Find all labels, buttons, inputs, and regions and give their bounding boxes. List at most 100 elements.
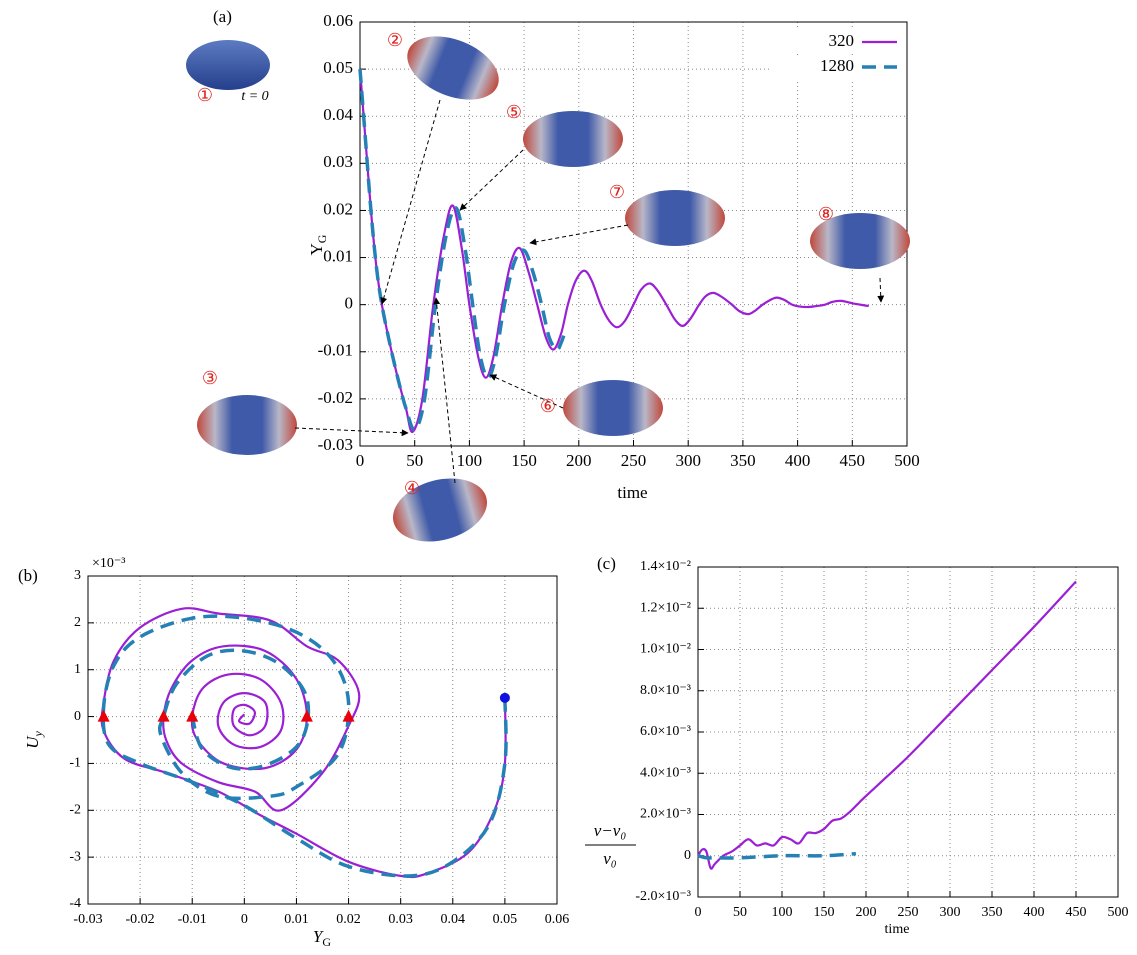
x-tick-label: 450 [840, 451, 866, 470]
x-tick-label: 150 [814, 905, 835, 920]
series-line [101, 614, 508, 878]
annotation: ⑦ [609, 182, 625, 202]
marker [157, 709, 170, 722]
y-tick-label: -0.03 [318, 435, 353, 454]
x-tick-label: 50 [406, 451, 423, 470]
annotation: ③ [202, 368, 218, 388]
x-tick-label: 250 [621, 451, 647, 470]
y-tick-label: 2 [74, 615, 81, 630]
x-tick-label: 100 [772, 905, 793, 920]
y-tick-label: 0.04 [323, 105, 353, 124]
x-axis-title: time [885, 922, 910, 937]
y-tick-label: 1.0×10⁻² [640, 642, 691, 657]
y-axis-title: Uy [23, 731, 45, 749]
legend-label: 320 [829, 31, 855, 50]
marker [186, 709, 199, 722]
series-line [358, 68, 567, 432]
y-tick-label: 0 [74, 709, 81, 724]
y-tick-label: -0.02 [318, 388, 353, 407]
x-tick-label: 400 [785, 451, 811, 470]
x-tick-label: 300 [675, 451, 701, 470]
y-tick-label: 0.05 [323, 58, 353, 77]
y-axis-title-sub: y [31, 731, 45, 738]
marker [300, 709, 313, 722]
x-tick-label: 350 [730, 451, 756, 470]
y-axis-title: YG [307, 234, 329, 255]
x-axis-title: time [617, 483, 647, 502]
annotation: ① [197, 85, 213, 105]
x-tick-label: -0.02 [126, 912, 155, 927]
vesicle-image [810, 213, 910, 269]
y-tick-label: 0.06 [323, 11, 353, 30]
plot-frame [697, 566, 1119, 898]
pointer-arrow [489, 374, 564, 409]
vesicle-image [392, 478, 488, 542]
y-tick-label: 8.0×10⁻³ [640, 683, 691, 698]
marker [342, 709, 355, 722]
y-tick-label: 2.0×10⁻³ [640, 807, 691, 822]
pointer-arrow [877, 277, 885, 303]
vesicle-image [186, 40, 270, 90]
annotation: ⑥ [540, 396, 556, 416]
x-tick-label: 450 [1066, 905, 1087, 920]
y-axis-title-main: Y [307, 243, 326, 255]
annotation: ⑧ [818, 204, 834, 224]
y-tick-label: 1.4×10⁻² [640, 559, 691, 574]
vesicle-image [523, 111, 623, 167]
y-tick-label: -2 [69, 803, 81, 818]
annotation: t = 0 [241, 89, 268, 104]
y-tick-label: -3 [69, 849, 81, 864]
panel-label: (c) [597, 554, 616, 573]
y-tick-label: 0.02 [323, 199, 353, 218]
x-tick-label: 0.05 [493, 912, 518, 927]
x-tick-label: 100 [457, 451, 483, 470]
start-point [499, 692, 510, 703]
x-tick-label: -0.01 [178, 912, 207, 927]
y-axis-title-den: ν₀ [603, 849, 617, 868]
vesicle-image [625, 190, 725, 246]
x-tick-label: 200 [856, 905, 877, 920]
x-tick-label: 250 [898, 905, 919, 920]
panel-label: (a) [213, 7, 232, 26]
x-tick-label: 0 [695, 905, 702, 920]
y-tick-label: -2.0×10⁻³ [635, 889, 691, 904]
x-tick-label: 500 [1108, 905, 1129, 920]
x-tick-label: 0.04 [441, 912, 466, 927]
y-tick-label: 1 [74, 662, 81, 677]
y-tick-label: -0.01 [318, 341, 353, 360]
x-tick-label: 0.02 [336, 912, 361, 927]
x-tick-label: 200 [566, 451, 592, 470]
x-axis-title-main: Y [313, 927, 324, 946]
pointer-arrow [380, 99, 441, 305]
y-tick-label: 1.2×10⁻² [640, 600, 691, 615]
y-tick-label: -1 [69, 756, 81, 771]
x-tick-label: 400 [1024, 905, 1045, 920]
x-tick-label: 300 [940, 905, 961, 920]
x-tick-label: 500 [894, 451, 920, 470]
x-tick-label: 150 [511, 451, 537, 470]
vesicle-image [407, 36, 499, 100]
x-tick-label: -0.03 [73, 912, 102, 927]
y-axis-title-main: U [23, 735, 42, 749]
y-tick-label: 0.03 [323, 152, 353, 171]
legend-bg [770, 55, 905, 79]
y-tick-label: 0 [345, 294, 354, 313]
y-tick-label: 0.01 [323, 246, 353, 265]
x-tick-label: 0 [356, 451, 365, 470]
x-tick-label: 0.06 [545, 912, 570, 927]
x-tick-label: 50 [733, 905, 747, 920]
series-line [697, 580, 1077, 870]
marker [97, 709, 110, 722]
pointer-arrow [294, 427, 409, 437]
legend-label: 1280 [820, 56, 854, 75]
annotation: ④ [404, 478, 420, 498]
annotation: ② [387, 30, 403, 50]
pointer-arrow [529, 224, 629, 246]
plot-frame [87, 575, 558, 905]
x-tick-label: 0 [241, 912, 248, 927]
x-tick-label: 350 [982, 905, 1003, 920]
y-tick-label: 0 [684, 848, 691, 863]
y-tick-label: 4.0×10⁻³ [640, 765, 691, 780]
series-line [697, 851, 857, 860]
